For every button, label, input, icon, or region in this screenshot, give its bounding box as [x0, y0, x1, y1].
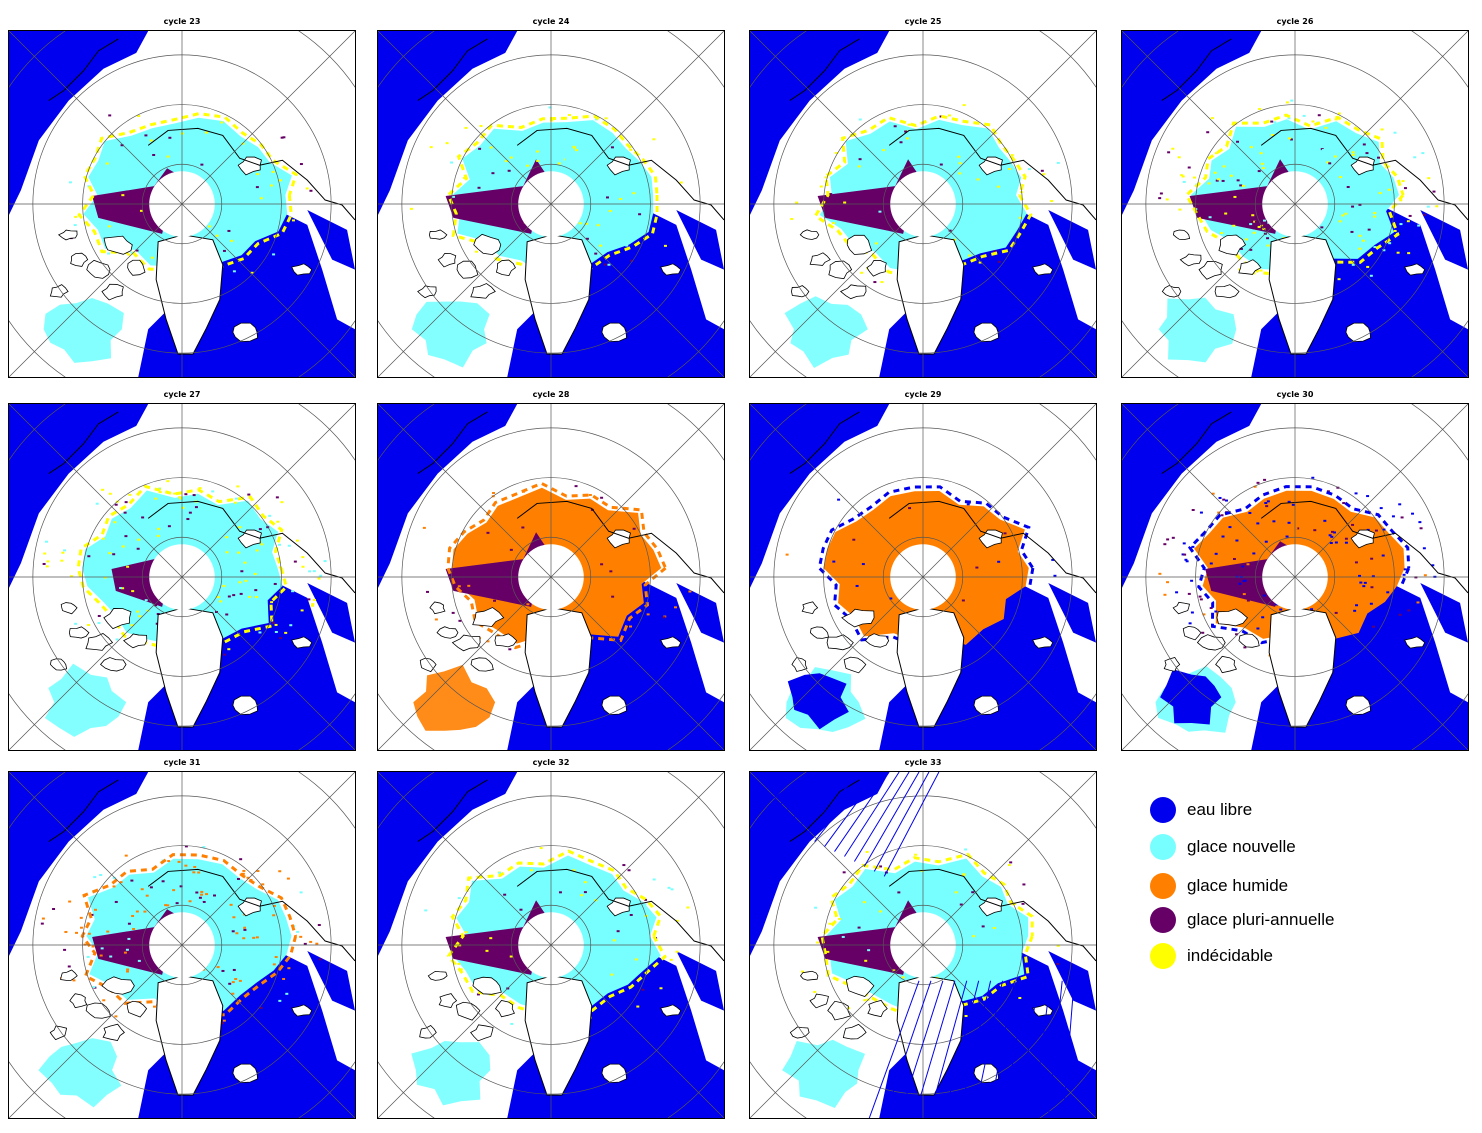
map-panel: cycle 32	[377, 758, 725, 1133]
panel-title: cycle 23	[163, 17, 201, 26]
arctic-map	[749, 771, 1097, 1119]
arctic-map-svg	[750, 404, 1096, 750]
panel-title: cycle 26	[1276, 17, 1314, 26]
arctic-map-svg	[9, 772, 355, 1118]
arctic-map-svg	[378, 772, 724, 1118]
arctic-map-svg	[750, 31, 1096, 377]
legend-item-glace-nouvelle: glace nouvelle	[1150, 832, 1296, 862]
arctic-map	[749, 30, 1097, 378]
legend-item-eau-libre: eau libre	[1150, 795, 1252, 825]
arctic-map	[8, 771, 356, 1119]
map-panel: cycle 29	[749, 390, 1097, 765]
arctic-map	[377, 403, 725, 751]
arctic-map-svg	[9, 31, 355, 377]
map-panel: cycle 23	[8, 17, 356, 392]
panel-title: cycle 29	[904, 390, 942, 399]
arctic-map	[8, 403, 356, 751]
panel-title: cycle 30	[1276, 390, 1314, 399]
arctic-map-svg	[1122, 404, 1468, 750]
panel-title: cycle 32	[532, 758, 570, 767]
legend-swatch-eau-libre	[1150, 797, 1176, 823]
legend-swatch-glace-nouvelle	[1150, 834, 1176, 860]
legend-label: glace pluri-annuelle	[1187, 910, 1335, 929]
map-panel: cycle 26	[1121, 17, 1469, 392]
legend-swatch-glace-pluri-annuelle	[1150, 907, 1176, 933]
arctic-map	[377, 771, 725, 1119]
arctic-map-svg	[9, 404, 355, 750]
map-panel: cycle 30	[1121, 390, 1469, 765]
panel-title: cycle 24	[532, 17, 570, 26]
panel-title: cycle 33	[904, 758, 942, 767]
legend: eau libre glace nouvelle glace humide gl…	[1150, 795, 1450, 985]
map-panel: cycle 33	[749, 758, 1097, 1133]
map-panel: cycle 28	[377, 390, 725, 765]
arctic-map	[1121, 403, 1469, 751]
map-panel: cycle 25	[749, 17, 1097, 392]
legend-item-glace-pluri-annuelle: glace pluri-annuelle	[1150, 905, 1334, 935]
arctic-map-svg	[378, 31, 724, 377]
panel-title: cycle 28	[532, 390, 570, 399]
legend-label: glace nouvelle	[1187, 837, 1296, 856]
panel-title: cycle 27	[163, 390, 201, 399]
map-panel: cycle 24	[377, 17, 725, 392]
legend-label: glace humide	[1187, 876, 1289, 895]
legend-swatch-indecidable	[1150, 943, 1176, 969]
legend-label: eau libre	[1187, 800, 1253, 819]
legend-swatch-glace-humide	[1150, 873, 1176, 899]
arctic-map	[1121, 30, 1469, 378]
legend-item-indecidable: indécidable	[1150, 941, 1273, 971]
arctic-map-svg	[750, 772, 1096, 1118]
map-panel: cycle 31	[8, 758, 356, 1133]
arctic-map	[749, 403, 1097, 751]
map-panel: cycle 27	[8, 390, 356, 765]
arctic-map-svg	[378, 404, 724, 750]
panel-title: cycle 31	[163, 758, 201, 767]
arctic-map	[377, 30, 725, 378]
arctic-map	[8, 30, 356, 378]
legend-item-glace-humide: glace humide	[1150, 871, 1288, 901]
arctic-map-svg	[1122, 31, 1468, 377]
legend-label: indécidable	[1187, 946, 1274, 965]
panel-title: cycle 25	[904, 17, 942, 26]
